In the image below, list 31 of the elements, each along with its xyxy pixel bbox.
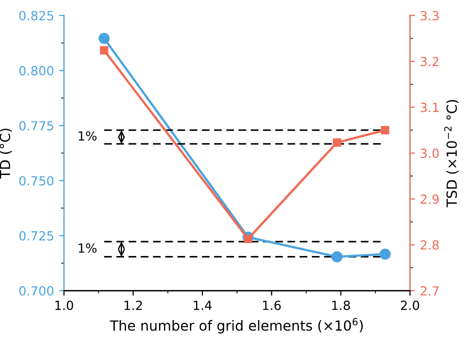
x-tick-label: 2.0	[400, 300, 420, 310]
point	[380, 126, 390, 134]
x-axis-title: The number of grid elements (×10$^{6}$)	[110, 318, 363, 334]
x-tick-label: 1.8	[332, 300, 350, 310]
x-tick-label: 1.6	[263, 300, 281, 310]
y2-tick-label: 3.1	[420, 102, 438, 112]
point	[98, 32, 110, 44]
y2-tick-label: 2.8	[420, 240, 439, 250]
point	[331, 251, 343, 262]
y-axis-title: TD (°C)	[0, 128, 12, 179]
point	[332, 138, 342, 147]
y2-tick-label: 3.0	[420, 148, 439, 158]
y2-tick-label: 3.3	[420, 10, 439, 20]
x-tick-label: 1.0	[55, 300, 74, 310]
y-tick-label: 0.750	[19, 176, 54, 186]
y-tick-label: 0.700	[19, 286, 54, 296]
y-tick-label: 0.725	[19, 231, 54, 241]
y2-axis-title: TSD (×10$^{−2}$ °C)	[444, 100, 459, 208]
annotation: 1%	[78, 243, 97, 253]
y-tick-label: 0.825	[19, 10, 54, 20]
y2-tick-label: 2.9	[420, 194, 439, 204]
y2-tick-label: 3.2	[420, 56, 438, 66]
x-tick-label: 1.2	[124, 300, 142, 310]
point	[380, 248, 391, 260]
y-tick-label: 0.800	[19, 66, 54, 76]
point	[100, 46, 108, 55]
x-tick-label: 1.4	[194, 300, 212, 310]
point	[244, 234, 252, 244]
y2-tick-label: 2.7	[420, 286, 439, 296]
annotation: 1%	[78, 131, 97, 141]
y-tick-label: 0.775	[19, 121, 54, 130]
